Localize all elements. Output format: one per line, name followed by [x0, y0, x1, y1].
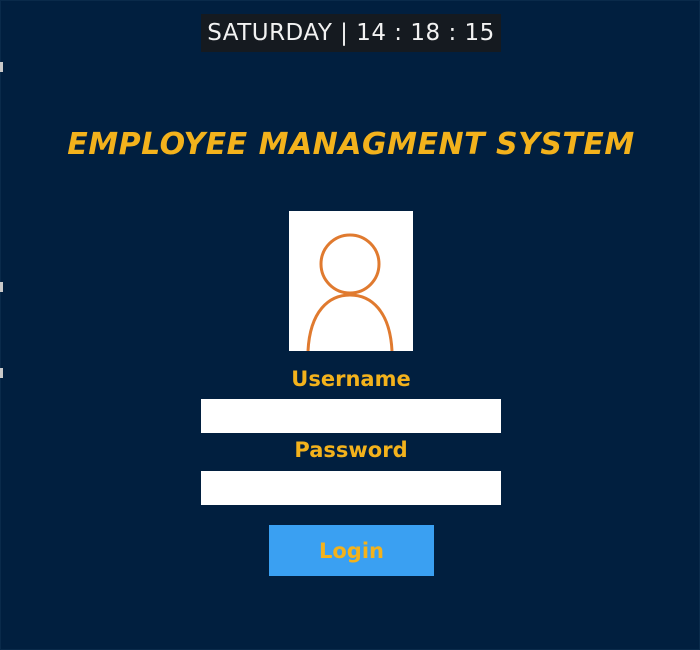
login-button[interactable]: Login: [269, 525, 434, 576]
password-label: Password: [294, 438, 408, 462]
edge-mark: [0, 62, 3, 72]
edge-mark: [0, 368, 3, 378]
app-title: EMPLOYEE MANAGMENT SYSTEM: [67, 127, 635, 162]
edge-mark: [0, 282, 3, 292]
clock-display: SATURDAY | 14 : 18 : 15: [201, 14, 501, 52]
username-label: Username: [291, 367, 411, 391]
avatar: [289, 211, 413, 351]
username-input[interactable]: [201, 399, 501, 433]
user-icon: [306, 233, 394, 351]
password-input[interactable]: [201, 471, 501, 505]
